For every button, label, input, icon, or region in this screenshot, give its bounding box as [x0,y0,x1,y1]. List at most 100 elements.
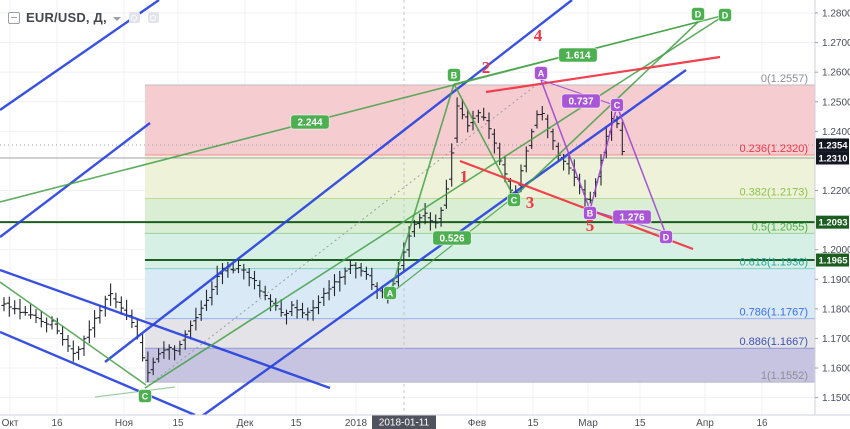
svg-text:D: D [695,9,702,19]
blue-channel-lines[interactable] [0,0,687,417]
pattern-point-badge[interactable]: A [383,286,397,300]
price-bar [76,346,82,360]
pattern-point-badge[interactable]: C [138,389,152,403]
chevron-down-icon[interactable] [112,16,121,21]
price-bar [550,128,556,150]
price-bar [177,340,183,356]
fib-ratio-badge[interactable]: 2.244 [290,114,330,130]
time-axis[interactable]: Окт 16 Ноя 15 Дек 15 2018 Фев 15 Мар 15 Апр 16 2018-0… [0,414,850,429]
price-bar [491,128,497,154]
svg-text:1.2310: 1.2310 [818,153,847,164]
price-bar [33,309,39,324]
price-bar [214,265,220,295]
svg-text:1.614: 1.614 [565,51,590,62]
price-bar [571,159,577,187]
price-bar [459,99,465,120]
price-bar [417,213,423,229]
price-bar [150,357,156,376]
price-bar [422,203,428,225]
snapshot-icon[interactable] [147,12,159,23]
price-axis-label: 1.2500 [822,97,850,108]
date-badge: 2018-01-11 [372,415,436,429]
svg-text:A: A [387,288,394,298]
time-axis-label: Дек [237,418,254,429]
time-axis-label: 16 [51,418,63,429]
pattern-point-badge[interactable]: A [534,66,548,80]
svg-text:D: D [722,10,729,20]
pattern-badges[interactable]: 2.244 0.526 1.614 0.737 1.276 C A B C D D A B C D [138,7,732,403]
wave-number: 5 [586,216,595,235]
price-bar [182,330,188,350]
fib-ratio-badge[interactable]: 1.276 [612,209,652,225]
dashed-trendline[interactable] [144,81,541,389]
snapshot-icon[interactable] [128,12,140,23]
price-bar [28,304,34,319]
fib-retracement-bands[interactable] [145,84,815,383]
price-bar [203,289,210,311]
price-axis-label: 1.1900 [822,275,850,286]
price-bar [145,351,151,383]
svg-text:1.2354: 1.2354 [818,140,848,151]
price-bar [481,107,487,121]
fib-ratio-badge[interactable]: 0.737 [561,93,601,109]
minus-box-icon[interactable] [8,11,20,24]
price-bar [497,142,503,166]
price-bar [465,109,471,133]
pattern-point-badge[interactable]: C [610,98,624,112]
red-trendlines[interactable] [459,55,721,251]
price-bar [289,301,295,317]
price-bar [283,309,290,325]
price-bar [209,281,215,306]
price-bar [193,307,199,331]
price-bar [427,212,433,231]
price-bar [305,307,311,321]
price-bar [172,345,178,361]
price-bar [449,143,455,187]
price-axis[interactable]: 1.2800 1.2700 1.2600 1.2500 1.2400 1.2200 1.20… [814,0,850,429]
fib-ratio-badge[interactable]: 0.526 [432,230,472,246]
price-bar [438,207,444,227]
time-axis-label: 15 [290,418,302,429]
price-bar [326,280,332,301]
svg-text:2.244: 2.244 [297,118,322,129]
pattern-point-badge[interactable]: B [583,206,597,220]
price-bar [22,306,28,316]
elliott-wave-labels[interactable]: 1 2 3 4 5 [460,26,595,235]
price-bar [342,267,348,285]
price-bar [262,285,268,301]
pattern-point-badge[interactable]: C [507,193,521,207]
price-bar [310,300,316,321]
price-axis-label: 1.1800 [822,304,850,315]
svg-text:1.1965: 1.1965 [818,256,848,267]
price-bar [6,296,12,317]
fib-band-0.886 [145,348,815,383]
fib-level-label: 0.5(1.2055) [752,221,808,233]
price-axis-label: 1.2200 [822,186,850,197]
pattern-point-badge[interactable]: B [447,68,461,82]
price-bar [475,109,481,123]
price-bar [369,267,375,290]
price-bar [619,121,625,156]
price-bar [188,320,194,340]
price-bar [294,299,300,319]
price-bar [92,310,98,338]
price-axis-label: 1.2000 [822,245,850,256]
horizontal-level-lines[interactable] [0,221,815,262]
price-bar [241,263,247,280]
price-bar [38,310,44,328]
pattern-point-badge[interactable]: D [718,8,732,22]
price-lines [0,144,815,159]
time-axis-label: Окт [2,418,19,429]
price-bar [331,274,338,297]
fib-ratio-badge[interactable]: 1.614 [558,47,598,63]
price-bar [235,259,242,274]
pattern-point-badge[interactable]: D [691,7,705,21]
price-bar [1,297,7,312]
pattern-point-badge[interactable]: D [659,230,673,244]
green-pattern-lines[interactable] [0,14,726,398]
symbol-title[interactable]: EUR/USD, Д, [26,10,107,25]
time-axis-label: 15 [172,418,184,429]
price-bar [198,300,204,321]
wave-number: 3 [526,193,535,212]
